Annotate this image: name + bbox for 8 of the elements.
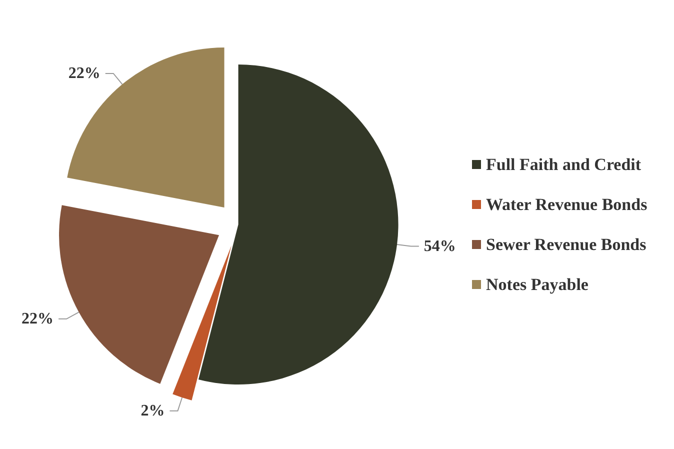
legend-label: Water Revenue Bonds bbox=[486, 195, 648, 214]
data-label: 22% bbox=[68, 64, 100, 82]
legend-label: Full Faith and Credit bbox=[486, 155, 642, 174]
legend-label: Sewer Revenue Bonds bbox=[486, 235, 647, 254]
data-label: 54% bbox=[424, 238, 456, 255]
legend-label: Notes Payable bbox=[486, 275, 589, 294]
data-label: 22% bbox=[22, 310, 54, 328]
data-label: 2% bbox=[140, 402, 165, 420]
